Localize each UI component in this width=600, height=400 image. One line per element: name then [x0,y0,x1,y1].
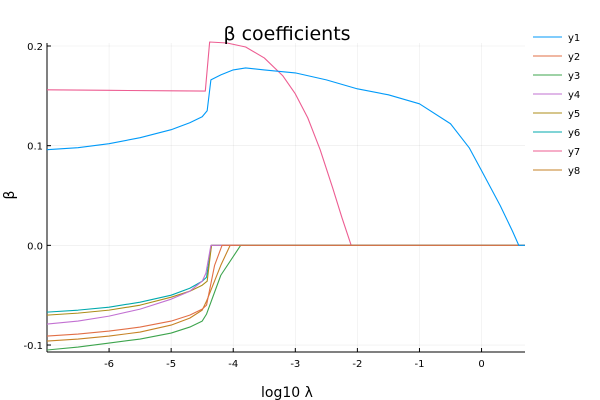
y-tick-label: 0.0 [27,241,43,252]
legend-label-y1: y1 [568,33,580,44]
legend-label-y6: y6 [568,128,580,139]
y-tick-label: 0.1 [27,142,43,153]
legend-label-y4: y4 [568,90,580,101]
legend-label-y8: y8 [568,166,580,177]
axes [46,43,525,353]
series-line-y4 [47,244,525,325]
series-line-y7 [47,41,525,246]
x-tick-label: -3 [290,359,300,370]
series-line-y5 [47,244,525,316]
x-tick-label: -2 [352,359,362,370]
x-tick-label: 0 [478,359,484,370]
series-line-y3 [47,244,525,351]
legend-label-y5: y5 [568,109,580,120]
x-tick-label: -5 [166,359,176,370]
y-tick-label: -0.1 [23,341,43,352]
series-line-y1 [47,67,525,246]
series-line-y2 [47,244,525,337]
series-lines [47,41,525,351]
series-line-y6 [47,244,525,313]
legend: y1 y2 y3 y4 y5 y6 y7 y8 [533,33,580,177]
legend-label-y7: y7 [568,147,580,158]
x-tick-label: -6 [104,359,114,370]
series-line-y8 [47,244,525,342]
y-axis-label: β [2,191,18,200]
legend-label-y3: y3 [568,71,580,82]
x-tick-label: -1 [414,359,424,370]
chart-title: β coefficients [223,23,350,45]
x-tick-label: -4 [228,359,238,370]
y-tick-label: 0.2 [27,42,43,53]
legend-label-y2: y2 [568,52,580,63]
tick-labels: -6 -5 -4 -3 -2 -1 0 -0.1 0.0 0.1 0.2 [23,42,484,370]
x-axis-label: log10 λ [261,385,313,400]
